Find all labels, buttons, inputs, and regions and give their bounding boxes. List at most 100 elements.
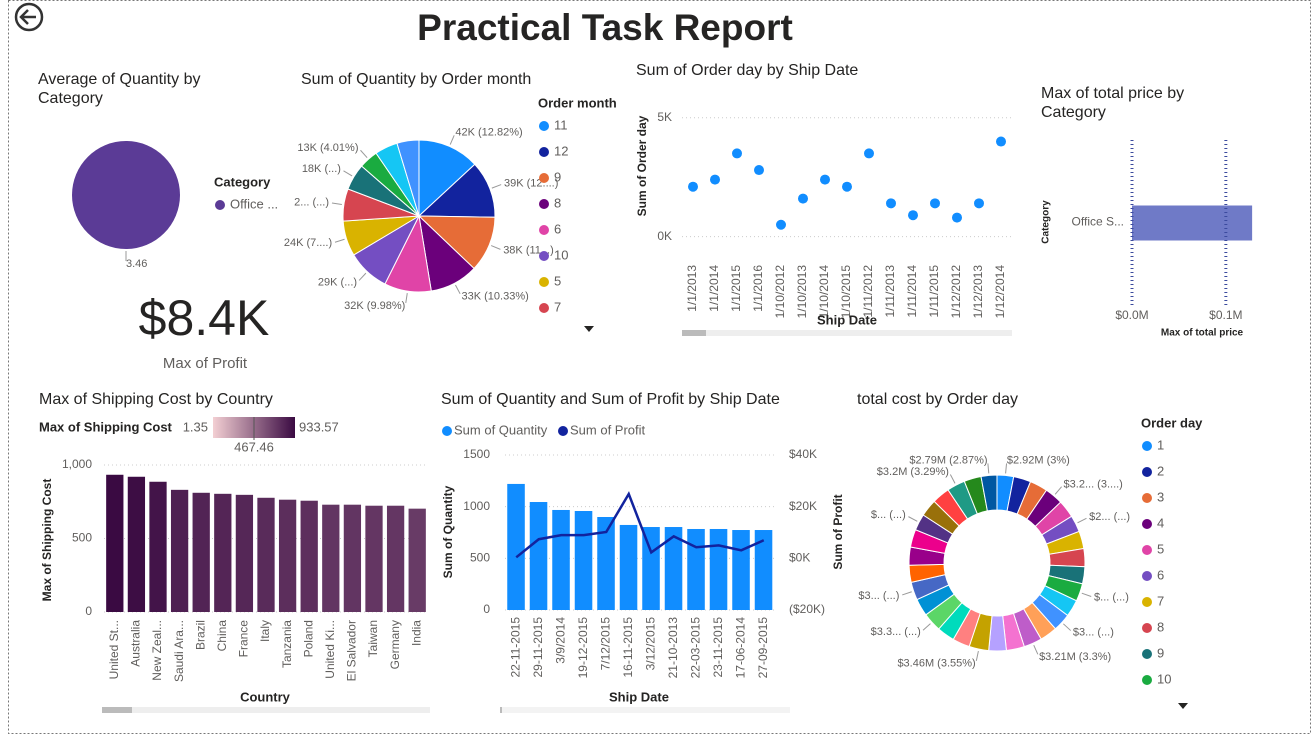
x-tick-label: New Zeal...: [150, 620, 164, 681]
x-tick-label: Germany: [388, 620, 402, 669]
scatter-point: [754, 165, 764, 176]
legend-label: 7: [1157, 593, 1164, 608]
legend-label: 3: [1157, 489, 1164, 504]
legend-more[interactable]: [584, 326, 594, 332]
scatter-point: [820, 174, 830, 185]
legend-marker: [539, 173, 549, 183]
x-tick-label: 17-06-2014: [733, 617, 747, 679]
report-title: Practical Task Report: [417, 7, 793, 48]
legend-label: 9: [1157, 645, 1164, 660]
x-tick-label: United Ki...: [323, 620, 337, 679]
legend-label: 10: [554, 247, 568, 262]
legend-label: 5: [1157, 541, 1164, 556]
chart-title: Max of total price by Category: [1041, 85, 1185, 121]
bar: [106, 474, 124, 612]
leader-line: [1077, 517, 1087, 524]
y-tick-label: 500: [470, 551, 490, 565]
card-value: $8.4K: [139, 290, 270, 346]
x-tick-label: 29-11-2015: [531, 617, 545, 678]
legend-marker: [539, 251, 549, 261]
bar: [408, 508, 426, 612]
x-tick-label: 16-11-2015: [621, 617, 635, 678]
data-label: 29K (...): [318, 277, 357, 289]
y-tick-label: 1500: [463, 447, 490, 461]
scatter-point: [952, 212, 962, 223]
scatter-point: [776, 219, 786, 230]
legend-label: 2: [1157, 463, 1164, 478]
pie-slice: [72, 141, 180, 249]
scatter-point: [688, 181, 698, 192]
data-label: $2.79M (2.87%): [909, 454, 987, 466]
data-label: $2.92M (3%): [1007, 454, 1070, 466]
scrollbar[interactable]: [500, 707, 790, 713]
leader-line: [922, 623, 931, 631]
legend-label: 7: [554, 299, 561, 314]
back-button[interactable]: [14, 2, 44, 32]
legend-label: 12: [554, 143, 568, 158]
scroll-thumb[interactable]: [102, 707, 132, 713]
leader-line: [1033, 644, 1039, 655]
scatter-point: [886, 198, 896, 209]
bar: [235, 494, 254, 612]
legend-marker: [1142, 623, 1152, 633]
legend-label: 11: [554, 117, 568, 132]
y-tick-label: $20K: [789, 499, 817, 513]
y-axis-title: Max of Shipping Cost: [40, 479, 54, 602]
y-tick-label: $0K: [789, 551, 810, 565]
scrollbar[interactable]: [102, 707, 430, 713]
scroll-thumb[interactable]: [500, 707, 502, 713]
legend-marker: [539, 121, 549, 131]
bar: [664, 527, 683, 610]
legend-more[interactable]: [1178, 703, 1188, 709]
legend-label: 6: [1157, 567, 1164, 582]
leader-line: [405, 293, 408, 304]
scatter-point: [864, 148, 874, 159]
x-tick-label: $0.0M: [1115, 308, 1148, 322]
data-label: 32K (9.98%): [344, 300, 405, 312]
x-tick-label: China: [215, 620, 229, 652]
y-tick-label: 0: [483, 602, 490, 616]
x-tick-label: 3/12/2015: [643, 617, 657, 671]
bar: [709, 528, 728, 610]
bar: [1132, 205, 1253, 241]
chart-title: Average of Quantity by Category: [38, 71, 201, 107]
leader-line: [1005, 463, 1008, 474]
y-axis-title: Sum of Quantity: [441, 485, 455, 578]
leader-line: [987, 463, 990, 474]
legend-label: 9: [554, 169, 561, 184]
x-tick-label: Saudi Ara...: [172, 620, 186, 682]
x-tick-label: 22-03-2015: [688, 617, 702, 679]
y-tick-label: 0K: [657, 229, 672, 243]
leader-line: [1081, 592, 1092, 597]
data-label: $2... (...): [1089, 511, 1130, 523]
bar: [732, 530, 750, 610]
data-label: $... (...): [871, 509, 906, 521]
x-tick-label: 1/10/2012: [773, 265, 787, 319]
bar: [529, 502, 548, 610]
scrollbar[interactable]: [682, 330, 1012, 336]
card-label: Max of Profit: [163, 355, 248, 372]
y-tick-label: Office S...: [1072, 215, 1124, 229]
color-scale-mid: 467.46: [234, 439, 274, 454]
bar: [300, 500, 318, 612]
legend-marker: [539, 147, 549, 157]
data-label: 2... (...): [294, 196, 329, 208]
legend-label: 8: [1157, 619, 1164, 634]
bar: [214, 493, 232, 612]
x-tick-label: $0.1M: [1209, 308, 1242, 322]
bar: [192, 492, 210, 612]
chart-title: total cost by Order day: [857, 391, 1018, 408]
bar: [687, 528, 705, 610]
x-tick-label: 3/9/2014: [553, 617, 567, 664]
y2-axis-title: Sum of Profit: [831, 494, 845, 569]
x-tick-label: 1/11/2015: [927, 265, 941, 318]
data-label: $3.46M (3.55%): [897, 658, 975, 670]
x-tick-label: 1/11/2014: [905, 265, 919, 318]
leader-line: [334, 238, 345, 243]
scroll-thumb[interactable]: [682, 330, 706, 336]
y-tick-label: 5K: [657, 110, 672, 124]
bar: [597, 517, 615, 610]
x-tick-label: Brazil: [193, 620, 207, 650]
